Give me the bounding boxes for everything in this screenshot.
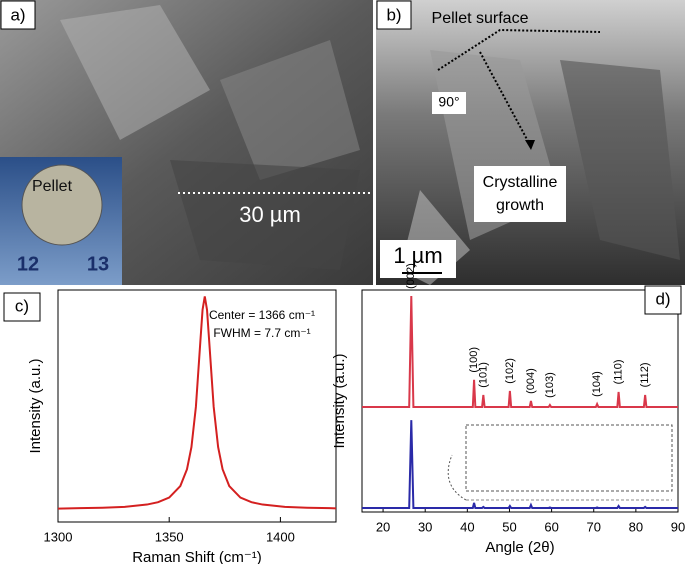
x-tick-label: 1400 bbox=[266, 529, 295, 544]
annotation: FWHM = 7.7 cm⁻¹ bbox=[213, 326, 310, 340]
panel-b: Pellet surface 90° Crystalline growth 1 … bbox=[376, 0, 685, 285]
x-tick-label: 1300 bbox=[44, 529, 73, 544]
ruler-label: 12 bbox=[17, 253, 39, 275]
scale-box bbox=[380, 240, 456, 278]
x-tick-label: 40 bbox=[460, 519, 474, 534]
annotation: Center = 1366 cm⁻¹ bbox=[209, 308, 315, 322]
peak-label: (102) bbox=[504, 358, 516, 384]
x-tick-label: 60 bbox=[544, 519, 558, 534]
inset-arrow bbox=[447, 454, 467, 501]
plot-frame bbox=[57, 289, 337, 523]
ruler-label: 13 bbox=[87, 253, 109, 275]
panel-label: d) bbox=[655, 289, 670, 308]
growth-label: growth bbox=[496, 197, 544, 214]
peak-label: (002) bbox=[405, 263, 417, 289]
arrow bbox=[437, 28, 601, 71]
flake bbox=[560, 60, 680, 260]
x-tick-label: 20 bbox=[376, 519, 390, 534]
x-tick-label: 30 bbox=[418, 519, 432, 534]
y-axis-label: Intensity (a.u.) bbox=[331, 353, 348, 448]
x-axis-label: Angle (2θ) bbox=[485, 539, 554, 556]
series-line bbox=[57, 296, 337, 510]
x-tick-label: 1350 bbox=[155, 529, 184, 544]
peak-label: (101) bbox=[477, 362, 489, 388]
panel-label: c) bbox=[15, 296, 29, 315]
peak-label: (100) bbox=[468, 347, 480, 373]
surface-label: Pellet surface bbox=[432, 10, 529, 27]
flake bbox=[170, 160, 360, 270]
panel-label-box bbox=[0, 0, 36, 30]
growth-box bbox=[474, 166, 566, 222]
pellet-label: Pellet bbox=[32, 178, 73, 195]
growth-label: Crystalline bbox=[483, 174, 558, 191]
series-line bbox=[362, 420, 678, 509]
panel-label-box bbox=[3, 292, 41, 322]
x-tick-label: 80 bbox=[629, 519, 643, 534]
panel-a: Pellet 12 13 30 µm a) bbox=[0, 0, 373, 285]
angle-label: 90° bbox=[438, 94, 459, 110]
peak-label: (004) bbox=[525, 368, 537, 394]
arrow-head bbox=[525, 140, 535, 150]
x-tick-label: 90 bbox=[671, 519, 685, 534]
flake bbox=[220, 40, 360, 180]
x-axis-label: Raman Shift (cm⁻¹) bbox=[132, 549, 262, 564]
x-tick-label: 70 bbox=[586, 519, 600, 534]
scale-label: 30 µm bbox=[239, 202, 301, 227]
plot-frame bbox=[361, 289, 679, 513]
series-line bbox=[362, 296, 678, 409]
angle-box bbox=[432, 92, 466, 114]
flake bbox=[60, 5, 210, 140]
panel-label: a) bbox=[10, 5, 25, 24]
arrow bbox=[479, 51, 531, 146]
peak-label: (110) bbox=[612, 359, 624, 384]
panel-label-box bbox=[376, 0, 412, 30]
peak-label: (112) bbox=[639, 363, 651, 388]
panel-label: b) bbox=[386, 5, 401, 24]
y-axis-label: Intensity (a.u.) bbox=[27, 358, 44, 453]
inset bbox=[447, 424, 673, 501]
panel-label-box bbox=[644, 285, 682, 315]
x-tick-label: 50 bbox=[502, 519, 516, 534]
peak-label: (103) bbox=[544, 372, 556, 398]
scale-label: 1 µm bbox=[393, 243, 442, 268]
peak-label: (104) bbox=[591, 371, 603, 397]
inset-box bbox=[465, 424, 673, 492]
pellet bbox=[21, 164, 103, 246]
